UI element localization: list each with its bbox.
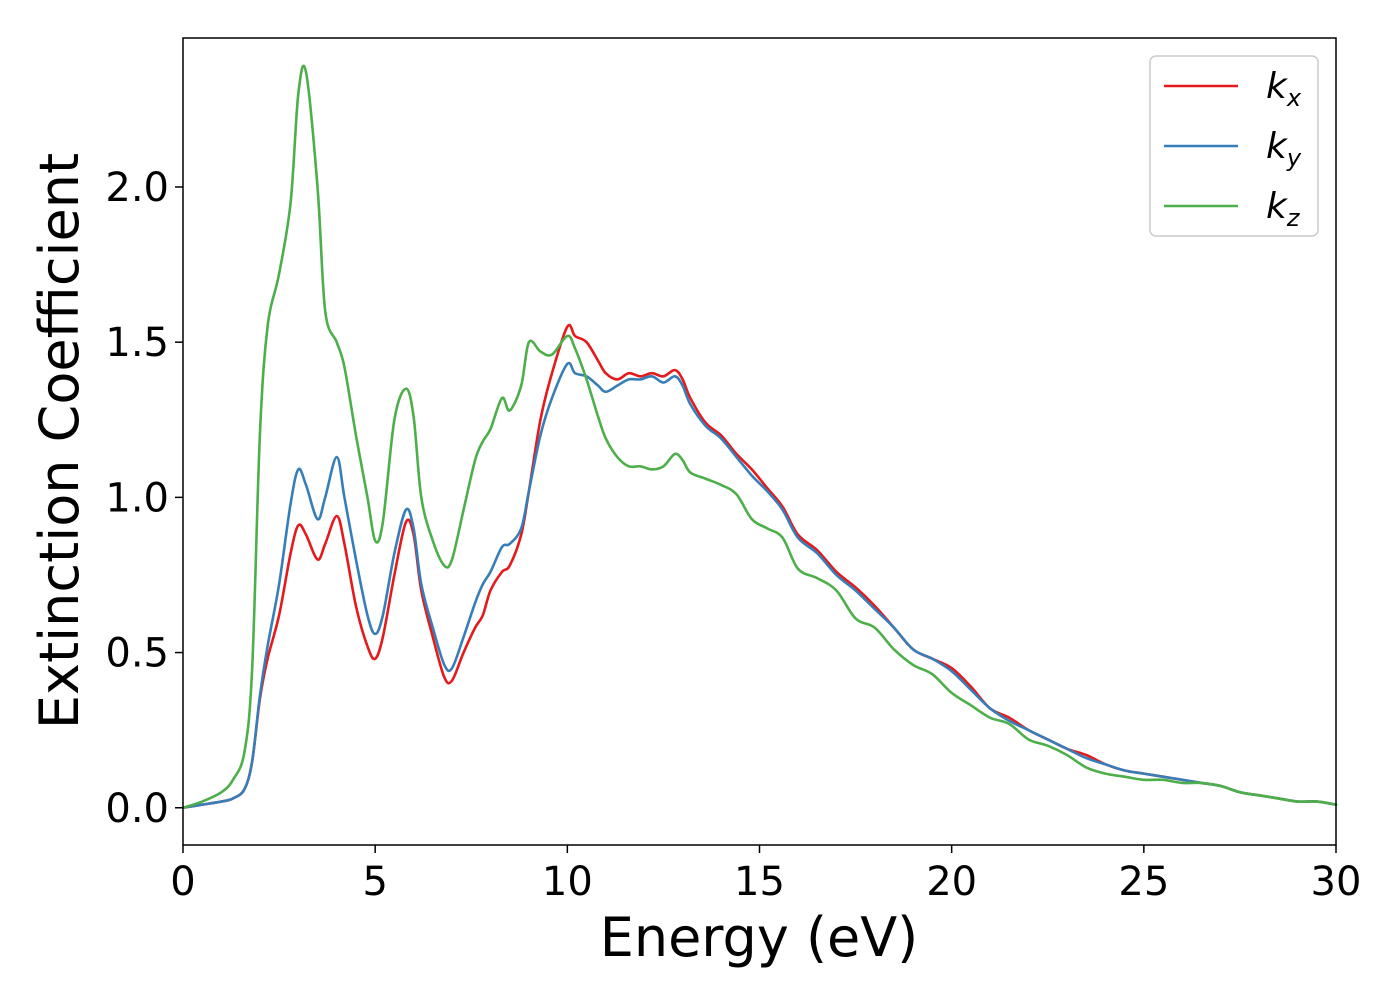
- x-axis-ticks: 0 5 10 15 20 25 30: [170, 845, 1361, 905]
- legend: kx ky kz: [1149, 55, 1319, 237]
- x-tick-label: 15: [734, 859, 785, 905]
- y-tick-label: 0.5: [105, 631, 169, 677]
- y-axis-ticks: 0.0 0.5 1.0 1.5 2.0: [105, 165, 183, 832]
- y-tick-label: 0.0: [105, 786, 169, 832]
- legend-label-x: kx: [1266, 66, 1302, 112]
- y-tick-label: 1.5: [105, 320, 169, 366]
- x-tick-label: 30: [1311, 859, 1362, 905]
- y-tick-label: 2.0: [105, 165, 169, 211]
- x-tick-label: 10: [542, 859, 593, 905]
- x-axis-label: Energy (eV): [600, 906, 919, 969]
- legend-label-z: kz: [1266, 186, 1301, 232]
- x-tick-label: 25: [1118, 859, 1169, 905]
- y-tick-label: 1.0: [105, 475, 169, 521]
- series-line-z: [181, 64, 1338, 810]
- series-line-y: [181, 361, 1338, 810]
- x-tick-label: 0: [170, 859, 195, 905]
- x-tick-label: 20: [926, 859, 977, 905]
- series-layer: [181, 64, 1338, 810]
- y-axis-label: Extinction Coefficient: [28, 153, 91, 729]
- plot-area: [183, 38, 1336, 845]
- legend-label-y: ky: [1266, 126, 1302, 172]
- x-tick-label: 5: [362, 859, 387, 905]
